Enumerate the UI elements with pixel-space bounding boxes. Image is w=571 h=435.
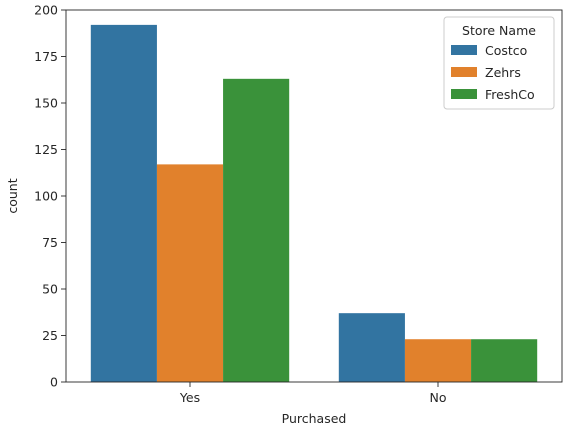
legend-label-costco: Costco — [485, 43, 527, 58]
bar-costco-yes — [90, 24, 157, 382]
plot-frame — [65, 9, 563, 383]
y-tick-label: 175 — [34, 49, 58, 64]
legend: Store Name Costco Zehrs FreshCo — [443, 16, 555, 110]
y-axis-ticks: 0 25 50 75 100 125 150 175 200 — [34, 3, 66, 390]
y-tick-label: 100 — [34, 189, 58, 204]
legend-swatch-freshco — [451, 89, 477, 99]
x-axis-label: Purchased — [282, 411, 347, 426]
legend-box — [443, 16, 555, 110]
bar-zehrs-yes — [156, 164, 224, 382]
y-tick-label: 25 — [42, 328, 58, 343]
y-tick-label: 150 — [34, 96, 58, 111]
legend-label-zehrs: Zehrs — [485, 65, 521, 80]
x-tick-label: No — [430, 390, 447, 405]
legend-items: Costco Zehrs FreshCo — [451, 43, 535, 102]
bar-zehrs-no — [404, 339, 472, 382]
legend-title: Store Name — [462, 23, 536, 38]
y-axis-label: count — [5, 178, 20, 213]
x-tick-label: Yes — [179, 390, 200, 405]
y-tick-label: 125 — [34, 142, 58, 157]
x-axis-ticks: Yes No — [179, 382, 447, 405]
legend-swatch-costco — [451, 45, 477, 55]
bar-freshco-no — [471, 339, 538, 382]
y-tick-label: 200 — [34, 3, 58, 18]
legend-swatch-zehrs — [451, 67, 477, 77]
bar-costco-no — [338, 313, 405, 382]
legend-label-freshco: FreshCo — [485, 87, 535, 102]
bars-group — [90, 24, 538, 382]
y-tick-label: 0 — [50, 375, 58, 390]
y-tick-label: 50 — [42, 282, 58, 297]
bar-freshco-yes — [223, 78, 290, 382]
y-tick-label: 75 — [42, 235, 58, 250]
